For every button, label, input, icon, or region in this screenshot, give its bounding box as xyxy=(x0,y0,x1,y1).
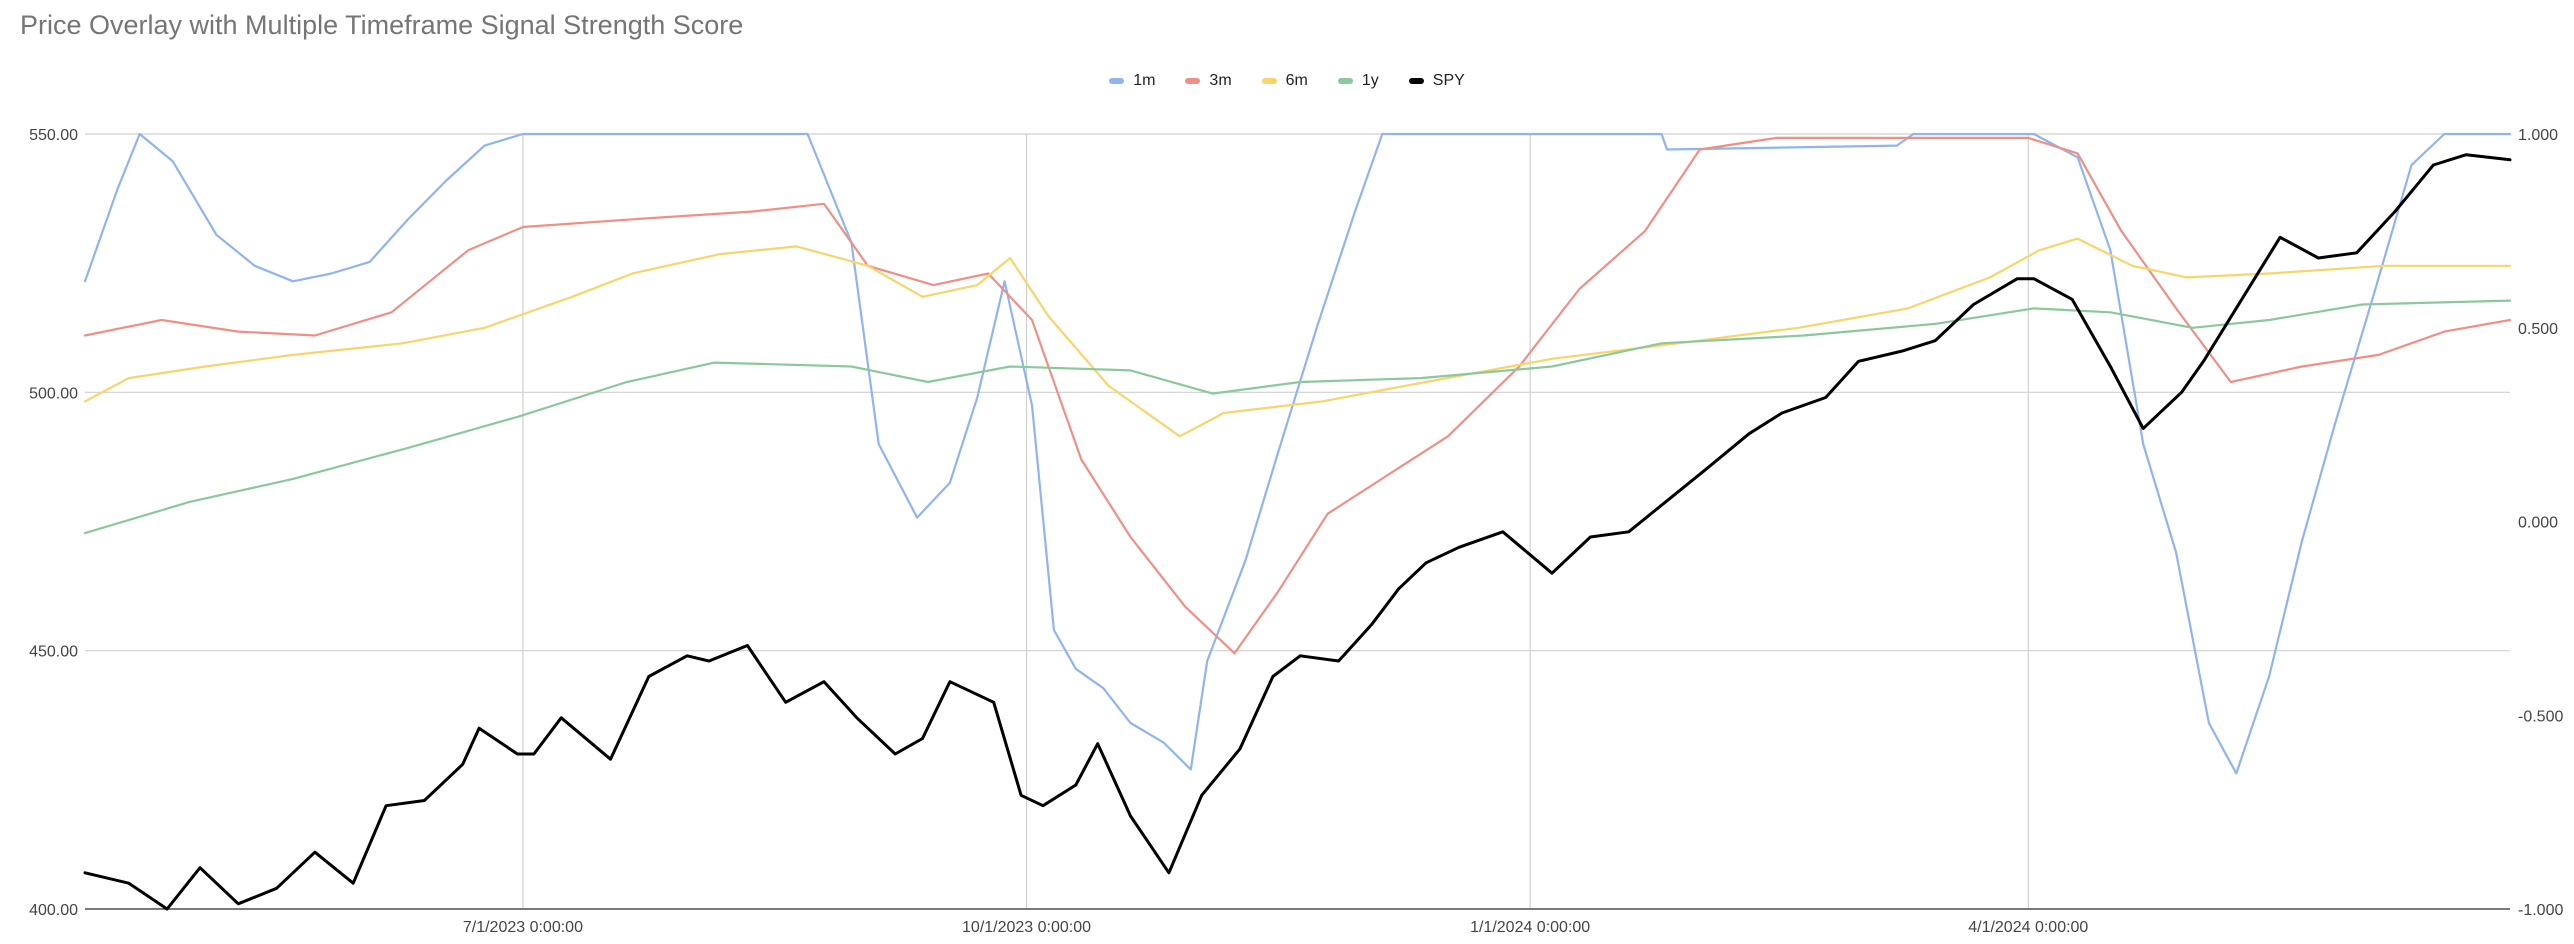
series-line-spy xyxy=(83,153,2512,911)
legend-label-6m: 6m xyxy=(1285,72,1308,89)
legend-label-1m: 1m xyxy=(1133,72,1156,89)
legend-item-1y[interactable]: 1y xyxy=(1337,72,1379,90)
legend: 1m 3m 6m 1y SPY xyxy=(0,72,2574,90)
legend-label-spy: SPY xyxy=(1432,72,1465,89)
legend-item-1m[interactable]: 1m xyxy=(1109,72,1155,90)
y-left-tick-label: 550.00 xyxy=(29,127,78,144)
series-line-3m xyxy=(83,136,2512,655)
legend-swatch-6m xyxy=(1261,78,1277,84)
y-right-tick-label: 0.000 xyxy=(2518,515,2558,532)
x-tick-label: 1/1/2024 0:00:00 xyxy=(1470,919,1590,936)
y-right-tick-label: 0.500 xyxy=(2518,321,2558,338)
legend-swatch-1y xyxy=(1337,78,1353,84)
legend-swatch-3m xyxy=(1185,78,1201,84)
x-tick-label: 4/1/2024 0:00:00 xyxy=(1968,919,2088,936)
legend-swatch-1m xyxy=(1109,78,1125,84)
legend-swatch-spy xyxy=(1408,78,1424,84)
legend-label-3m: 3m xyxy=(1209,72,1232,89)
series-line-1m xyxy=(83,132,2512,775)
legend-label-1y: 1y xyxy=(1361,72,1379,89)
legend-item-6m[interactable]: 6m xyxy=(1261,72,1308,90)
x-tick-label: 10/1/2023 0:00:00 xyxy=(962,919,1091,936)
y-left-tick-label: 500.00 xyxy=(29,385,78,402)
legend-item-spy[interactable]: SPY xyxy=(1408,72,1465,90)
series-line-6m xyxy=(83,237,2512,438)
y-right-tick-label: -1.000 xyxy=(2518,902,2563,919)
chart-title: Price Overlay with Multiple Timeframe Si… xyxy=(20,10,744,40)
legend-item-3m[interactable]: 3m xyxy=(1185,72,1232,90)
series-line-1y xyxy=(83,299,2512,535)
x-tick-label: 7/1/2023 0:00:00 xyxy=(463,919,583,936)
y-left-tick-label: 450.00 xyxy=(29,644,78,661)
y-right-tick-label: -0.500 xyxy=(2518,708,2563,725)
y-right-tick-label: 1.000 xyxy=(2518,127,2558,144)
y-left-tick-label: 400.00 xyxy=(29,902,78,919)
